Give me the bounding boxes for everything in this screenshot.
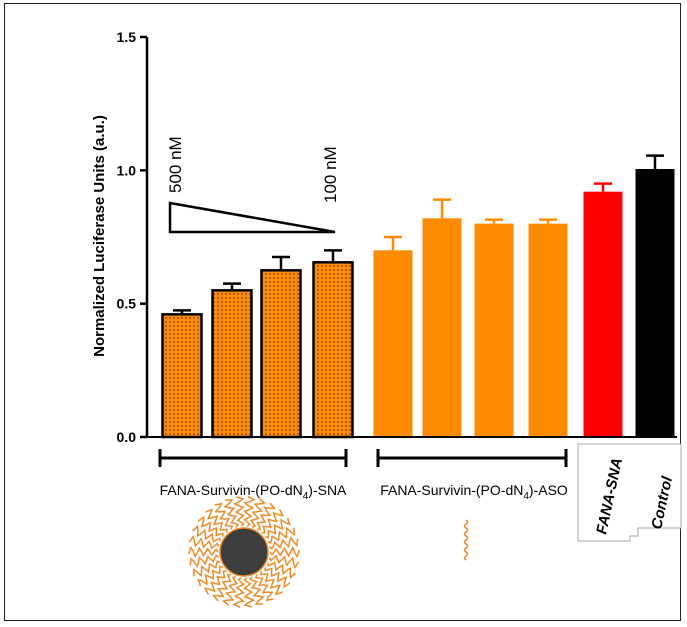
- bar: [583, 191, 623, 437]
- antisense-oligo-strand-illustration: [463, 519, 469, 561]
- oligo-strand: [267, 561, 296, 580]
- oligo-strand: [269, 546, 301, 559]
- y-axis-ticks: 0.0 0.5 1.0 1.5: [117, 29, 147, 445]
- bars-group: [147, 154, 677, 439]
- oligo-strand: [260, 571, 283, 596]
- concentration-label-high: 500 nM: [166, 136, 185, 193]
- y-axis-label: Normalized Luciferase Units (a.u.): [91, 115, 108, 357]
- oligo-strand: [197, 565, 224, 587]
- concentration-label-low: 100 nM: [321, 146, 340, 203]
- oligo-strand: [264, 567, 291, 589]
- oligo-strand: [192, 559, 221, 578]
- oligo-strand: [214, 502, 234, 530]
- oligo-strand: [232, 577, 245, 608]
- bar: [528, 223, 568, 437]
- category-label-box: [577, 443, 682, 542]
- gold-core: [219, 527, 269, 577]
- oligo-strand: [268, 554, 300, 570]
- oligo-strand: [189, 554, 220, 568]
- oligo-strand: [233, 496, 245, 527]
- bar: [161, 313, 203, 439]
- oligo-strand: [205, 508, 228, 533]
- y-tick-label: 0.0: [117, 429, 137, 445]
- spherical-nucleic-acid-illustration: [187, 496, 301, 608]
- bar: [474, 223, 514, 437]
- bar: [373, 250, 413, 437]
- sna-group-label: FANA-Survivin-(PO-dN4)-SNA: [160, 482, 347, 502]
- oligo-strand: [212, 573, 232, 602]
- bar: [422, 218, 462, 437]
- oligo-strand: [254, 574, 274, 602]
- oligo-strand: [192, 524, 221, 543]
- bar: [312, 261, 354, 439]
- oligo-strand: [221, 575, 239, 606]
- oligo-strand: [256, 502, 276, 531]
- bar: [635, 169, 675, 437]
- aso-group-bracket: [376, 449, 568, 467]
- concentration-gradient-triangle: [168, 201, 336, 234]
- bar: [260, 269, 302, 439]
- oligo-strand: [267, 526, 296, 545]
- oligo-strand: [203, 570, 227, 595]
- bar: [211, 289, 253, 439]
- oligo-strand: [264, 517, 291, 539]
- sna-group-bracket: [158, 449, 348, 467]
- oligo-strand: [187, 545, 219, 558]
- oligo-strand: [261, 509, 285, 534]
- aso-group-label: FANA-Survivin-(PO-dN4)-ASO: [380, 482, 568, 502]
- oligo-strand: [268, 536, 299, 550]
- y-tick-label: 1.0: [117, 162, 137, 178]
- oligo-strand: [223, 499, 239, 528]
- y-tick-label: 1.5: [117, 29, 137, 45]
- oligo-strand: [249, 576, 265, 605]
- oligo-strand: [188, 534, 220, 550]
- oligo-strand: [249, 498, 267, 529]
- oligo-strand: [243, 496, 256, 527]
- oligo-strand: [197, 515, 224, 537]
- oligo-strand: [243, 577, 255, 608]
- y-tick-label: 0.5: [117, 296, 137, 312]
